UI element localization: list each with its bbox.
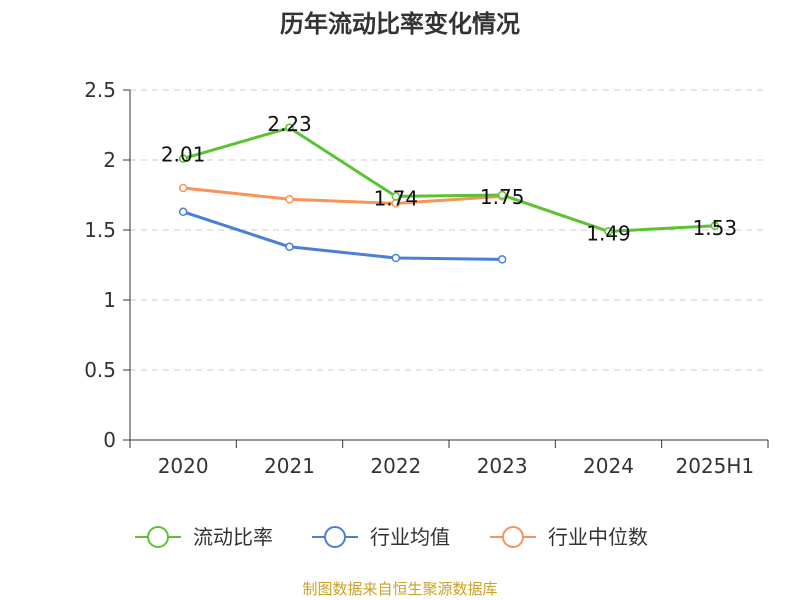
- x-tick-label: 2024: [583, 454, 634, 478]
- data-labels: 2.01 2.23 1.74 1.75 1.49 1.53: [161, 112, 737, 246]
- legend-label: 行业均值: [370, 525, 450, 549]
- x-tick-label: 2025H1: [675, 454, 754, 478]
- series-line: [182, 210, 503, 261]
- data-point: [391, 253, 401, 263]
- data-point: [604, 227, 613, 236]
- x-tick-label: 2022: [370, 454, 421, 478]
- data-label: 1.53: [693, 216, 738, 240]
- grid-lines: [130, 89, 768, 371]
- legend-label: 流动比率: [193, 525, 273, 549]
- data-point: [497, 190, 507, 200]
- source-note: 制图数据来自恒生聚源数据库: [302, 580, 497, 598]
- y-tick-label: 0: [103, 428, 116, 452]
- y-tick-label: 1: [103, 288, 116, 312]
- data-point: [285, 242, 294, 252]
- legend-label: 行业中位数: [548, 525, 648, 549]
- legend: 流动比率 行业均值 行业中位数: [135, 525, 648, 549]
- x-tick-label: 2023: [477, 454, 528, 478]
- data-label: 1.75: [480, 185, 525, 209]
- y-tick-label: 0.5: [84, 358, 116, 382]
- x-tick-label: 2021: [264, 454, 315, 478]
- data-label: 1.49: [586, 221, 631, 245]
- x-tick-label: 2020: [158, 454, 209, 478]
- data-label: 1.74: [374, 186, 419, 210]
- axes: [129, 90, 768, 441]
- data-point: [178, 183, 188, 193]
- data-point: [710, 221, 720, 231]
- series-group: [178, 123, 720, 264]
- legend-marker: [324, 526, 346, 548]
- legend-marker: [147, 526, 169, 548]
- data-point: [497, 255, 507, 264]
- legend-marker: [502, 526, 524, 548]
- data-point: [391, 192, 401, 201]
- data-point: [178, 154, 188, 163]
- data-point: [178, 207, 188, 217]
- x-axis-ticks: 2020 2021 2022 2023 2024 2025H1: [129, 440, 769, 478]
- data-label: 2.01: [161, 143, 206, 167]
- data-point: [285, 123, 294, 133]
- y-tick-label: 2: [103, 148, 116, 172]
- y-tick-label: 2.5: [84, 78, 116, 102]
- series-line: [183, 186, 503, 205]
- y-tick-label: 1.5: [84, 218, 116, 242]
- series-line: [182, 126, 715, 233]
- chart-title: 历年流动比率变化情况: [280, 10, 520, 38]
- y-axis-ticks: 0 0.5 1 1.5 2 2.5: [84, 78, 130, 452]
- data-point: [285, 194, 294, 204]
- data-label: 2.23: [267, 112, 312, 136]
